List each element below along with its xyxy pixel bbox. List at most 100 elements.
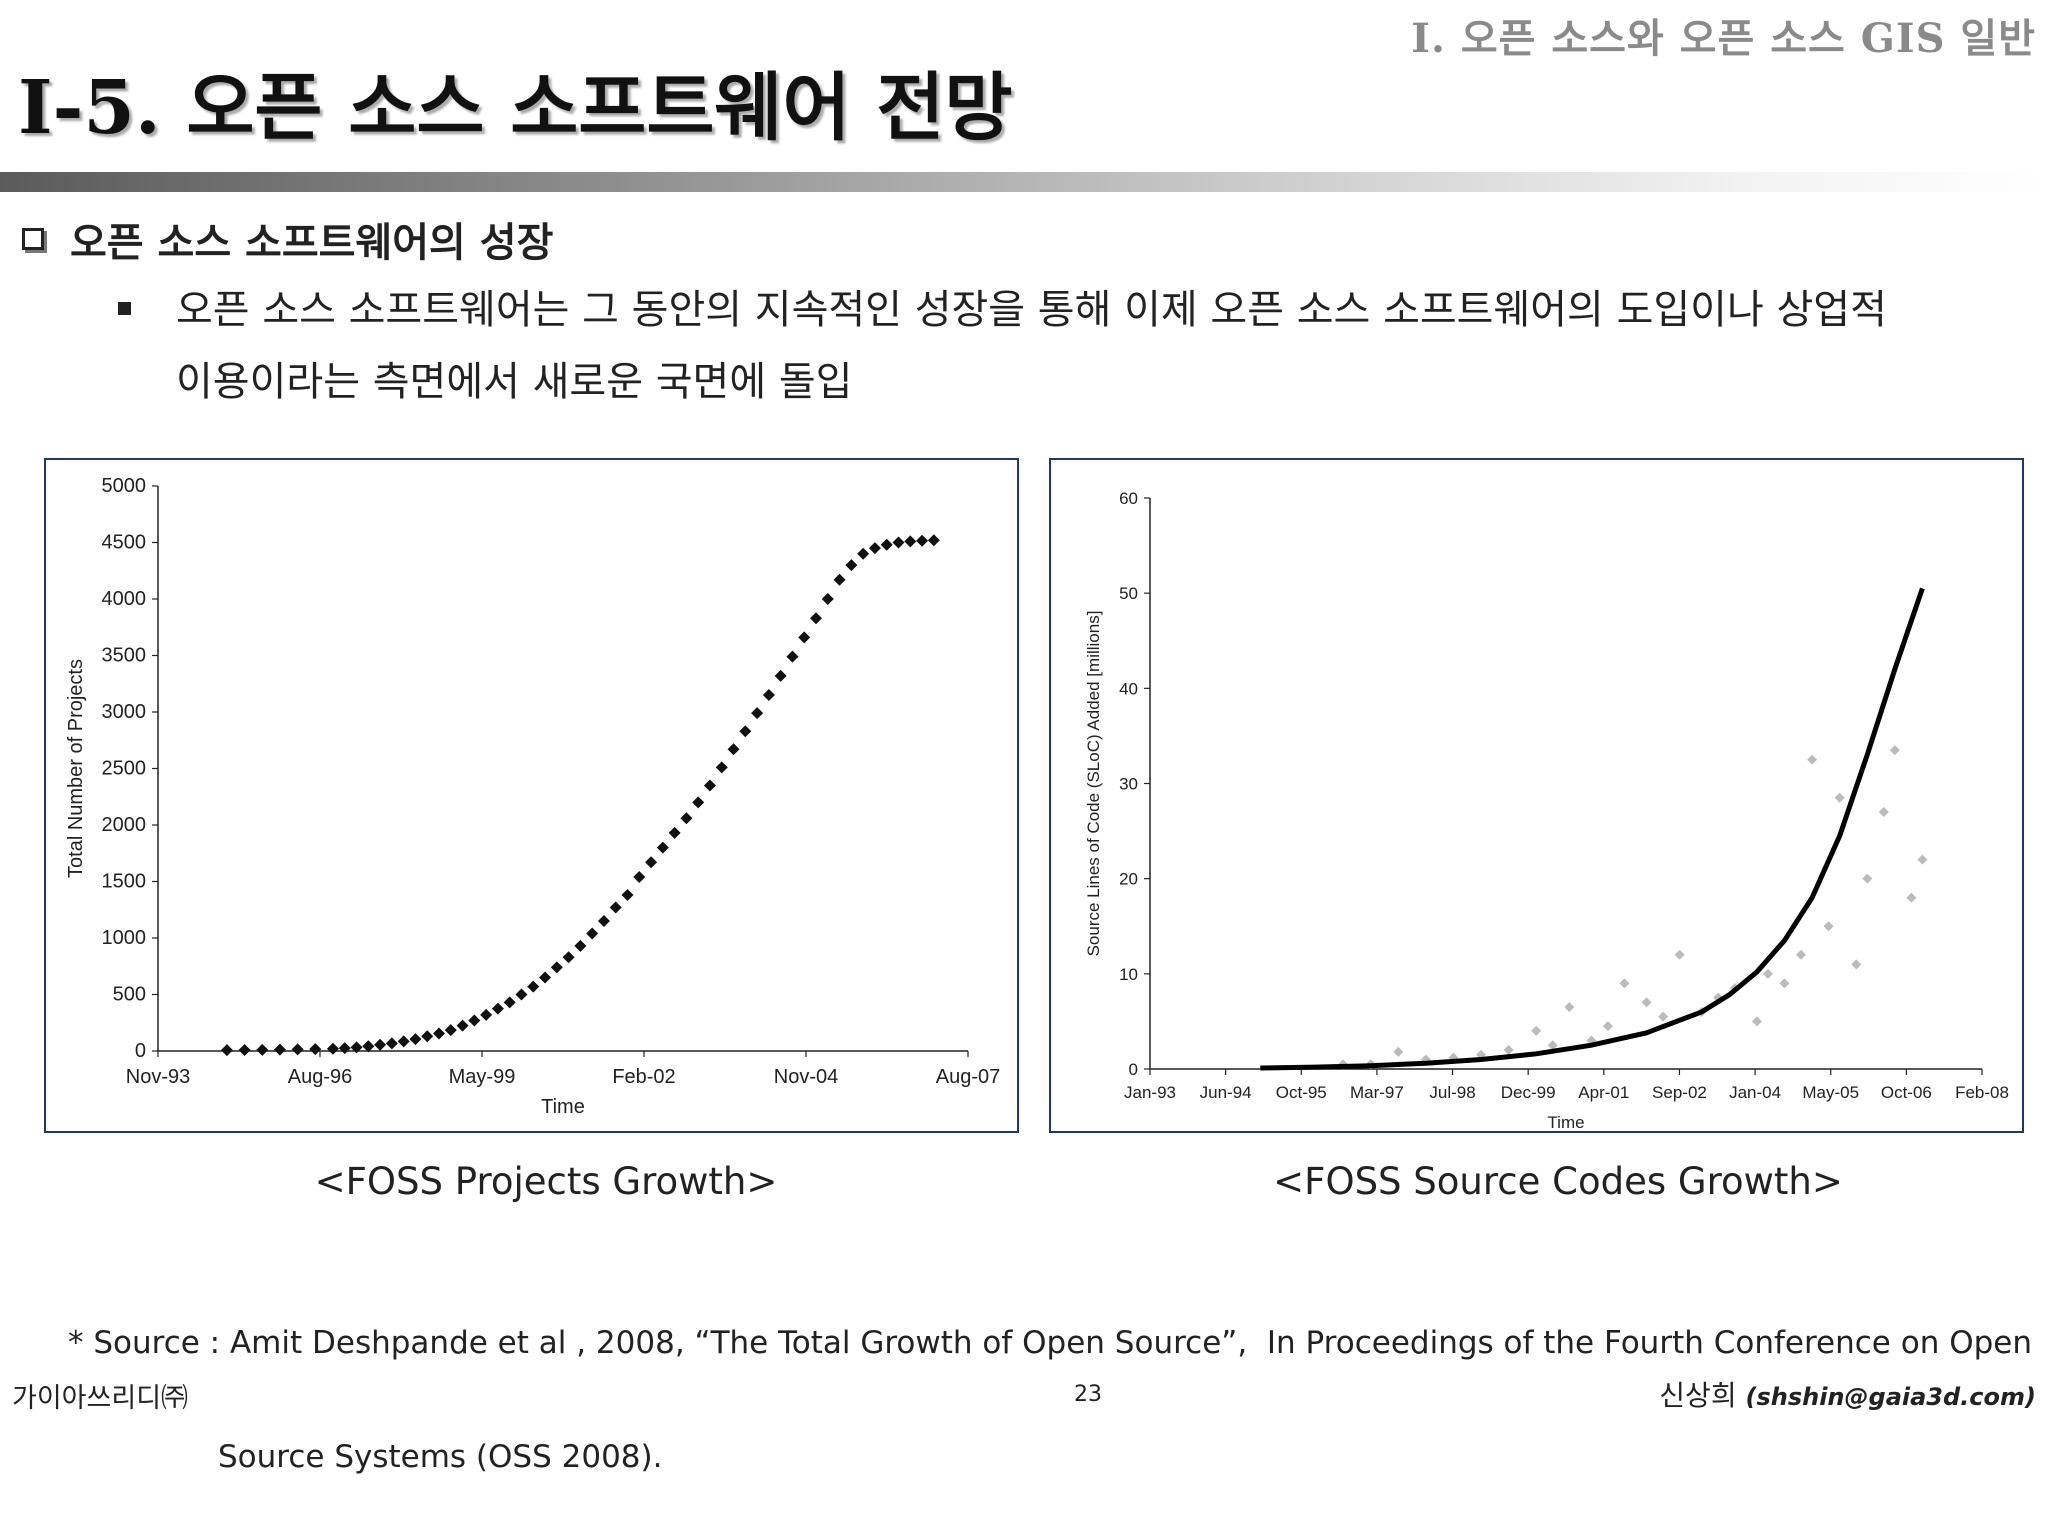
x-tick-label: Jul-98: [1429, 1083, 1475, 1102]
data-point: [220, 1044, 233, 1057]
x-axis-label: Time: [541, 1096, 585, 1118]
x-tick-label: May-05: [1802, 1083, 1859, 1102]
data-point: [892, 536, 905, 549]
data-point: [456, 1019, 469, 1032]
data-point: [326, 1042, 339, 1055]
data-point: [1658, 1011, 1669, 1022]
chart1-caption: <FOSS Projects Growth>: [314, 1160, 778, 1203]
data-point: [668, 826, 681, 839]
data-point: [880, 538, 893, 551]
data-point: [1393, 1046, 1404, 1057]
data-point: [621, 889, 634, 902]
data-point: [1889, 745, 1900, 756]
data-point: [927, 534, 940, 547]
data-point: [821, 593, 834, 605]
data-point: [409, 1033, 422, 1046]
projects-growth-plot: 0 500 1000 1500 2000 2500 3000 3500 4000 4500 5000…: [65, 475, 1001, 1118]
data-point: [810, 612, 823, 625]
page-number: 23: [1074, 1382, 1102, 1407]
x-tick-label: Jun-94: [1200, 1083, 1252, 1102]
y-tick-label: 500: [113, 984, 146, 1006]
data-point: [833, 573, 846, 586]
data-point: [468, 1014, 481, 1027]
data-point: [550, 961, 563, 974]
data-point: [338, 1042, 351, 1055]
y-tick-label: 40: [1119, 679, 1138, 698]
section-heading: 오픈 소스 소프트웨어의 성장: [22, 214, 553, 266]
data-point: [273, 1043, 286, 1056]
data-point: [309, 1043, 322, 1056]
square-bullet-icon: [118, 302, 131, 315]
data-point: [491, 1002, 504, 1015]
chart2-caption: <FOSS Source Codes Growth>: [1273, 1160, 1843, 1203]
y-tick-label: 0: [135, 1040, 146, 1062]
data-point: [1503, 1044, 1514, 1055]
data-point: [774, 669, 787, 682]
data-point: [515, 988, 528, 1001]
x-tick-label: Aug-96: [288, 1066, 353, 1088]
data-point: [904, 535, 917, 548]
data-point: [1851, 959, 1862, 970]
bullet-item: 오픈 소스 소프트웨어는 그 동안의 지속적인 성장을 통해 이제 오픈 소스 …: [118, 274, 2018, 418]
y-tick-label: 3500: [102, 645, 147, 667]
bullet-line-1: 오픈 소스 소프트웨어는 그 동안의 지속적인 성장을 통해 이제 오픈 소스 …: [176, 287, 1887, 333]
y-tick-label: 10: [1119, 965, 1138, 984]
data-point: [1674, 949, 1685, 960]
data-point: [1531, 1025, 1542, 1036]
data-point: [385, 1037, 398, 1050]
data-point: [1862, 873, 1873, 884]
y-tick-label: 2500: [102, 758, 147, 780]
x-tick-label: Feb-08: [1955, 1083, 2009, 1102]
data-point: [1779, 978, 1790, 989]
x-tick-label: Sep-02: [1652, 1083, 1707, 1102]
data-point: [1602, 1021, 1613, 1032]
data-point: [1547, 1040, 1558, 1051]
y-tick-label: 2000: [102, 814, 147, 836]
author-email: (shshin@gaia3d.com): [1745, 1383, 2036, 1411]
footer-author: 신상희 (shshin@gaia3d.com): [1659, 1374, 2036, 1414]
y-axis-label: Source Lines of Code (SLoC) Added [milli…: [1084, 611, 1103, 957]
data-point: [739, 725, 752, 738]
data-point: [527, 980, 540, 993]
data-point: [1906, 892, 1917, 903]
x-axis-label: Time: [1547, 1113, 1584, 1131]
data-point: [256, 1043, 269, 1056]
projects-growth-chart: 0 500 1000 1500 2000 2500 3000 3500 4000 4500 5000…: [44, 458, 1019, 1133]
x-tick-label: Oct-06: [1881, 1083, 1932, 1102]
data-point: [432, 1027, 445, 1040]
x-tick-label: Apr-01: [1578, 1083, 1629, 1102]
source-codes-growth-chart: 0 10 20 30 40 50 60 Jan-93 Jun-94 Oct-95 Mar-97 Jul…: [1049, 458, 2024, 1133]
data-point: [1448, 1052, 1459, 1063]
data-point: [656, 841, 669, 854]
data-point: [845, 559, 858, 572]
x-tick-label: Aug-07: [936, 1066, 1001, 1088]
y-tick-label: 1500: [102, 871, 147, 893]
data-point: [633, 870, 646, 883]
data-point: [751, 707, 764, 720]
x-tick-label: Jan-93: [1124, 1083, 1176, 1102]
data-point: [350, 1041, 363, 1054]
data-point: [762, 689, 775, 702]
data-point: [1807, 754, 1818, 765]
data-point: [397, 1035, 410, 1048]
y-tick-label: 0: [1129, 1060, 1138, 1079]
y-tick-label: 50: [1119, 584, 1138, 603]
data-point: [362, 1040, 375, 1053]
data-point: [1762, 968, 1773, 979]
data-point: [786, 650, 799, 663]
data-point: [692, 796, 705, 809]
data-point: [857, 547, 870, 560]
data-point: [1751, 1016, 1762, 1027]
bullet-line-2: 이용이라는 측면에서 새로운 국면에 돌입: [176, 359, 853, 405]
y-tick-label: 30: [1119, 775, 1138, 794]
y-tick-label: 5000: [102, 475, 147, 497]
title-rule: [0, 172, 2048, 192]
data-point: [798, 631, 811, 644]
heading-text: 오픈 소스 소프트웨어의 성장: [70, 220, 554, 266]
data-point: [586, 927, 599, 940]
source-codes-growth-plot: 0 10 20 30 40 50 60 Jan-93 Jun-94 Oct-95 Mar-97 Jul…: [1084, 489, 2009, 1131]
author-name: 신상희: [1659, 1379, 1737, 1412]
page-title: I-5. 오픈 소스 소프트웨어 전망: [18, 65, 1013, 151]
y-tick-label: 60: [1119, 489, 1138, 508]
data-point: [645, 856, 658, 869]
